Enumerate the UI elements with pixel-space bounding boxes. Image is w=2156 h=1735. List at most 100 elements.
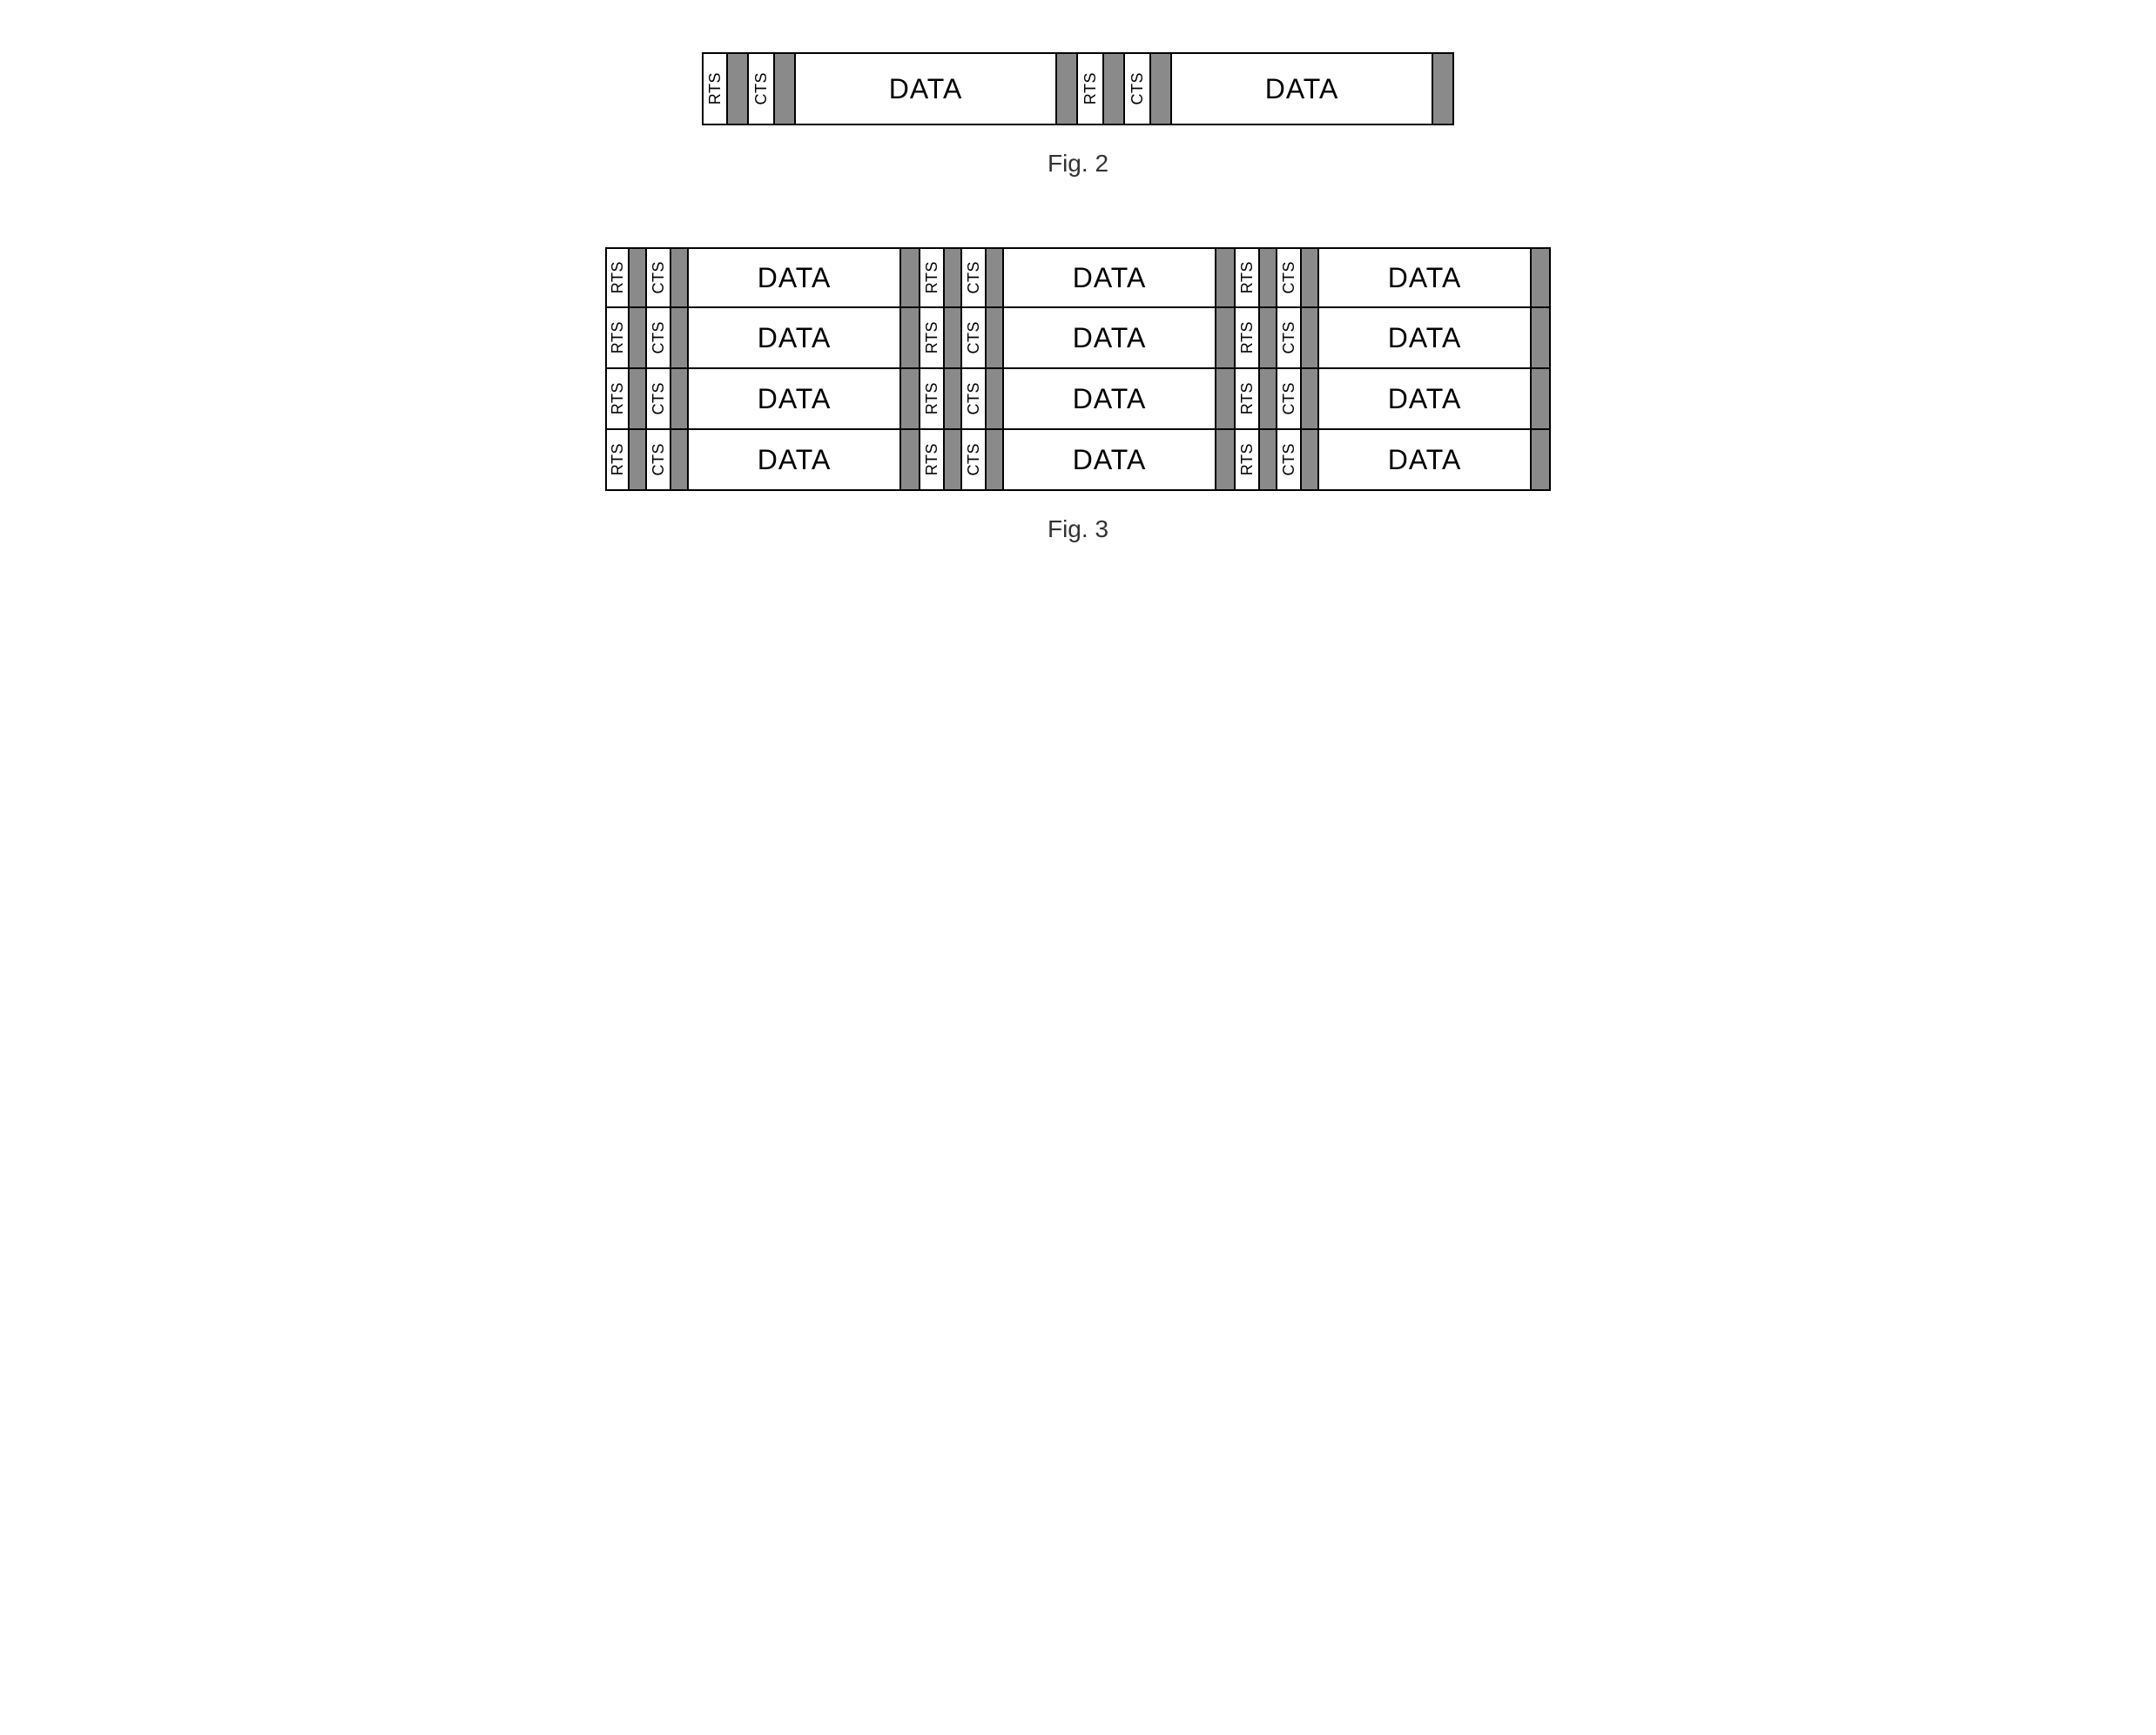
cts-frame: CTS [1277, 430, 1302, 491]
cts-label: CTS [752, 72, 771, 105]
data-frame: DATA [1004, 369, 1216, 430]
data-label: DATA [758, 322, 832, 354]
rts-label: RTS [609, 443, 627, 475]
rts-frame: RTS [1078, 52, 1104, 125]
interframe-gap [1216, 369, 1236, 430]
rts-label: RTS [1238, 321, 1257, 353]
cts-frame: CTS [962, 247, 987, 308]
rts-label: RTS [923, 321, 941, 353]
interframe-gap [987, 247, 1004, 308]
data-label: DATA [1073, 444, 1147, 476]
cts-frame: CTS [962, 430, 987, 491]
cts-frame: CTS [1277, 308, 1302, 369]
rts-frame: RTS [605, 369, 630, 430]
rts-frame: RTS [605, 247, 630, 308]
fig3-timeline-stack: RTS CTS DATA RTS CTS DATA RTS CTS DATA RTS CTS DATA… [605, 247, 1551, 491]
interframe-gap [1302, 247, 1319, 308]
rts-frame: RTS [920, 430, 945, 491]
interframe-gap [1532, 308, 1551, 369]
interframe-gap [1302, 430, 1319, 491]
figure-2: RTS CTS DATA RTS CTS DATA Fig. 2 [35, 52, 2121, 247]
data-frame: DATA [1004, 430, 1216, 491]
rts-label: RTS [706, 72, 724, 104]
interframe-gap [987, 369, 1004, 430]
fig2-timeline-row: RTS CTS DATA RTS CTS DATA [702, 52, 1454, 125]
interframe-gap [945, 247, 962, 308]
data-frame: DATA [1319, 308, 1532, 369]
rts-frame: RTS [702, 52, 728, 125]
data-label: DATA [1388, 262, 1462, 294]
cts-label: CTS [965, 443, 983, 476]
interframe-gap [901, 247, 920, 308]
data-frame: DATA [1172, 52, 1433, 125]
cts-frame: CTS [1277, 369, 1302, 430]
data-frame: DATA [1004, 247, 1216, 308]
rts-label: RTS [923, 382, 941, 414]
interframe-gap [1260, 369, 1277, 430]
rts-label: RTS [1238, 443, 1257, 475]
interframe-gap [1104, 52, 1125, 125]
cts-label: CTS [1280, 382, 1298, 415]
rts-label: RTS [609, 321, 627, 353]
interframe-gap [775, 52, 796, 125]
interframe-gap [630, 308, 647, 369]
cts-label: CTS [650, 382, 668, 415]
cts-label: CTS [650, 443, 668, 476]
interframe-gap [1532, 247, 1551, 308]
figure-3: RTS CTS DATA RTS CTS DATA RTS CTS DATA RTS CTS DATA… [35, 247, 2121, 613]
cts-frame: CTS [962, 308, 987, 369]
rts-frame: RTS [920, 369, 945, 430]
data-label: DATA [1388, 383, 1462, 415]
fig2-caption: Fig. 2 [1048, 150, 1108, 178]
data-frame: DATA [689, 247, 901, 308]
interframe-gap [1433, 52, 1454, 125]
cts-frame: CTS [647, 247, 671, 308]
interframe-gap [901, 369, 920, 430]
interframe-gap [1216, 430, 1236, 491]
interframe-gap [1260, 430, 1277, 491]
fig3-caption: Fig. 3 [1048, 515, 1108, 543]
interframe-gap [630, 247, 647, 308]
interframe-gap [1532, 430, 1551, 491]
interframe-gap [1260, 247, 1277, 308]
fig3-timeline-row: RTS CTS DATA RTS CTS DATA RTS CTS DATA [605, 430, 1551, 491]
data-frame: DATA [1319, 430, 1532, 491]
rts-frame: RTS [1236, 430, 1260, 491]
fig3-timeline-row: RTS CTS DATA RTS CTS DATA RTS CTS DATA [605, 369, 1551, 430]
interframe-gap [1302, 308, 1319, 369]
cts-label: CTS [650, 321, 668, 354]
interframe-gap [945, 369, 962, 430]
rts-frame: RTS [1236, 308, 1260, 369]
interframe-gap [671, 308, 689, 369]
rts-label: RTS [1081, 72, 1100, 104]
cts-label: CTS [1129, 72, 1147, 105]
data-frame: DATA [796, 52, 1057, 125]
interframe-gap [728, 52, 749, 125]
interframe-gap [630, 430, 647, 491]
data-frame: DATA [689, 369, 901, 430]
rts-frame: RTS [920, 247, 945, 308]
rts-frame: RTS [920, 308, 945, 369]
interframe-gap [1216, 308, 1236, 369]
rts-label: RTS [1238, 382, 1257, 414]
rts-frame: RTS [1236, 369, 1260, 430]
data-label: DATA [889, 73, 963, 105]
interframe-gap [1260, 308, 1277, 369]
data-label: DATA [758, 444, 832, 476]
interframe-gap [901, 430, 920, 491]
rts-frame: RTS [1236, 247, 1260, 308]
rts-label: RTS [609, 382, 627, 414]
cts-frame: CTS [962, 369, 987, 430]
interframe-gap [671, 247, 689, 308]
data-label: DATA [1073, 383, 1147, 415]
cts-label: CTS [650, 261, 668, 294]
fig3-timeline-row: RTSCTSDATARTSCTSDATARTSCTSDATA [605, 247, 1551, 308]
data-frame: DATA [1004, 308, 1216, 369]
interframe-gap [987, 308, 1004, 369]
data-label: DATA [758, 383, 832, 415]
data-frame: DATA [1319, 369, 1532, 430]
cts-label: CTS [1280, 443, 1298, 476]
interframe-gap [1057, 52, 1078, 125]
cts-label: CTS [965, 321, 983, 354]
cts-label: CTS [965, 261, 983, 294]
